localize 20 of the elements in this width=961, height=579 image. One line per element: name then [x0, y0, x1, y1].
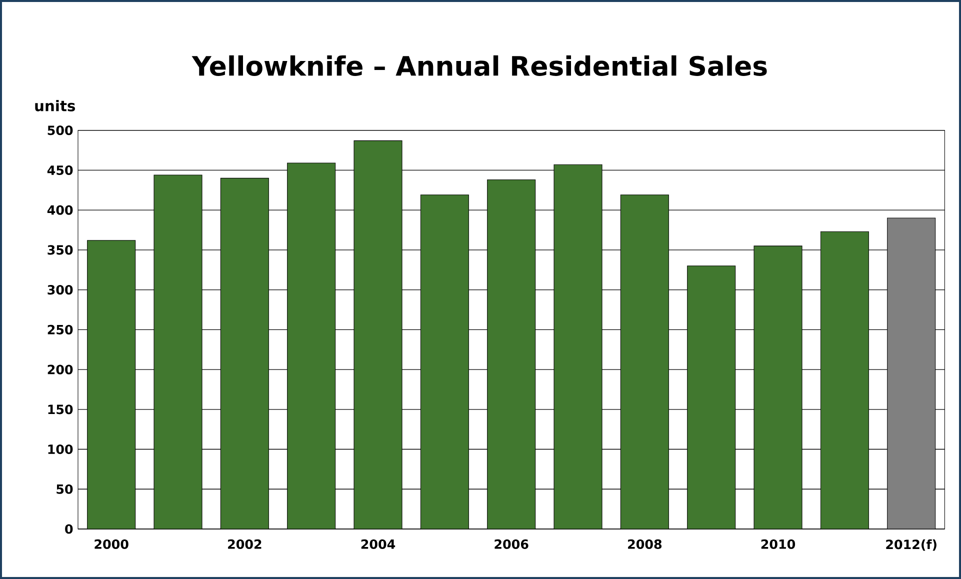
- y-tick-label: 50: [56, 484, 73, 494]
- y-tick-label: 450: [47, 165, 73, 175]
- x-tick-label: 2000: [94, 539, 128, 549]
- x-tick-label: 2010: [761, 539, 796, 549]
- y-tick-label: 500: [48, 126, 73, 136]
- x-tick-label: 2002: [228, 539, 262, 549]
- y-tick-label: 300: [48, 285, 73, 295]
- y-axis-title: units: [35, 100, 75, 112]
- x-tick-label: 2006: [494, 539, 528, 549]
- x-tick-label: 2008: [628, 539, 662, 549]
- y-tick-label: 0: [65, 524, 73, 534]
- y-tick-label: 200: [48, 364, 73, 374]
- x-tick-label: 2004: [361, 539, 396, 549]
- y-tick-label: 100: [48, 444, 73, 454]
- y-tick-label: 150: [48, 404, 73, 414]
- y-tick-label: 350: [48, 245, 73, 255]
- chart-title: Yellowknife – Annual Residential Sales: [192, 55, 767, 76]
- y-tick-label: 250: [48, 324, 73, 334]
- y-tick-label: 400: [47, 205, 73, 215]
- x-tick-label: 2012(f): [886, 539, 936, 551]
